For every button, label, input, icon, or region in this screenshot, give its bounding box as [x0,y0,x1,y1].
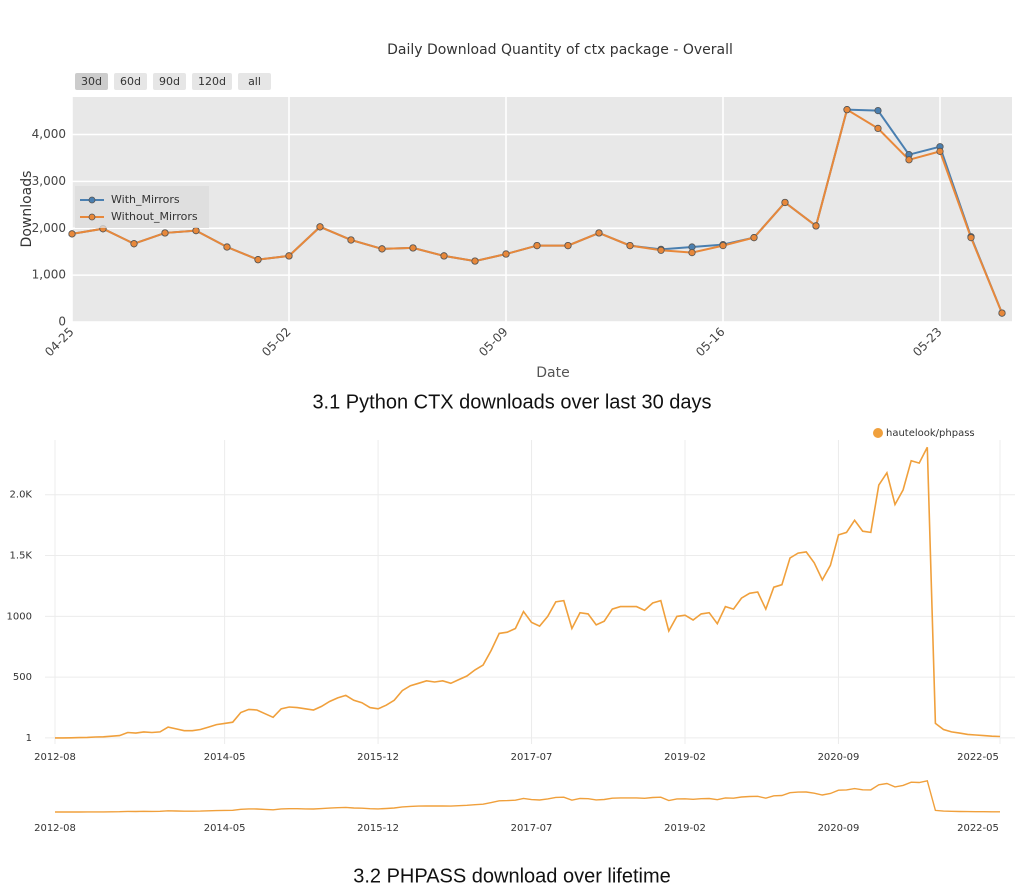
point [781,198,789,207]
navigator-tick-label: 2017-07 [511,823,553,834]
point [936,147,944,155]
legend-label: With_Mirrors [111,193,180,206]
legend-marker [873,428,883,438]
range-button[interactable] [153,73,186,90]
x-tick-label: 2015-12 [357,752,399,763]
range-button[interactable] [192,73,232,90]
range-button[interactable] [238,73,271,90]
point [843,106,851,114]
point [440,252,448,260]
navigator-tick-label: 2012-08 [34,823,76,834]
navigator-line [55,779,1000,813]
point [502,250,510,258]
point [564,241,572,250]
range-button-label[interactable]: 120d [198,75,226,88]
x-tick-label: 2014-05 [204,752,246,763]
point [347,236,355,244]
point [285,252,293,260]
y-tick-label: 1.5K [10,551,33,562]
navigator-tick-label: 2019-02 [664,823,706,834]
point [688,249,696,257]
legend-marker [88,213,96,221]
x-tick-label: 2017-07 [511,752,553,763]
range-button-label[interactable]: 60d [120,75,141,88]
point [874,106,882,115]
range-button[interactable] [75,73,108,90]
y-tick-label: 1,000 [32,268,66,282]
navigator-tick-label: 2022-05 [957,823,999,834]
x-tick-label: 05-02 [259,325,294,360]
y-tick-label: 0 [58,315,66,329]
caption: 3.1 Python CTX downloads over last 30 da… [312,391,711,413]
legend-label: hautelook/phpass [886,428,975,439]
point [68,230,76,238]
legend-marker [88,196,96,204]
x-tick-label: 2022-05 [957,752,999,763]
x-tick-label: 05-16 [693,325,728,360]
x-tick-label: 2020-09 [818,752,860,763]
point [254,256,262,264]
y-tick-label: 500 [13,672,32,683]
x-tick-label: 05-09 [476,325,511,360]
y-tick-label: 4,000 [32,127,66,141]
point [905,156,913,164]
y-tick-label: 2,000 [32,221,66,235]
navigator-tick-label: 2015-12 [357,823,399,834]
point [626,241,634,250]
point [316,223,324,231]
x-axis-title: Date [536,365,569,381]
x-tick-label: 04-25 [42,325,77,360]
caption: 3.2 PHPASS download over lifetime [353,865,671,887]
y-tick-label: 1000 [7,611,32,622]
point [533,241,541,250]
point [409,244,417,252]
range-button[interactable] [114,73,147,90]
point [967,234,975,242]
y-tick-label: 3,000 [32,174,66,188]
point [719,241,727,250]
range-button-label[interactable]: all [248,75,261,88]
x-tick-label: 05-23 [910,325,945,360]
y-tick-label: 1 [26,733,32,744]
point [471,257,479,265]
plot-background [72,97,1012,322]
point [998,309,1006,317]
point [812,222,820,230]
point [223,243,231,251]
range-button-label[interactable]: 30d [81,75,102,88]
point [657,246,665,254]
range-button-label[interactable]: 90d [159,75,180,88]
x-tick-label: 2012-08 [34,752,76,763]
y-axis-title: Downloads [19,171,35,248]
point [874,124,882,133]
point [192,226,200,235]
navigator-tick-label: 2020-09 [818,823,860,834]
navigator-tick-label: 2014-05 [204,823,246,834]
chart-title: Daily Download Quantity of ctx package -… [387,42,733,58]
legend-label: Without_Mirrors [111,210,198,223]
y-tick-label: 2.0K [10,490,33,501]
point [130,240,138,248]
x-tick-label: 2019-02 [664,752,706,763]
legend-box [75,186,209,228]
point [750,234,758,242]
series-line [55,446,1001,739]
point [161,229,169,237]
point [595,229,603,237]
point [378,245,386,253]
